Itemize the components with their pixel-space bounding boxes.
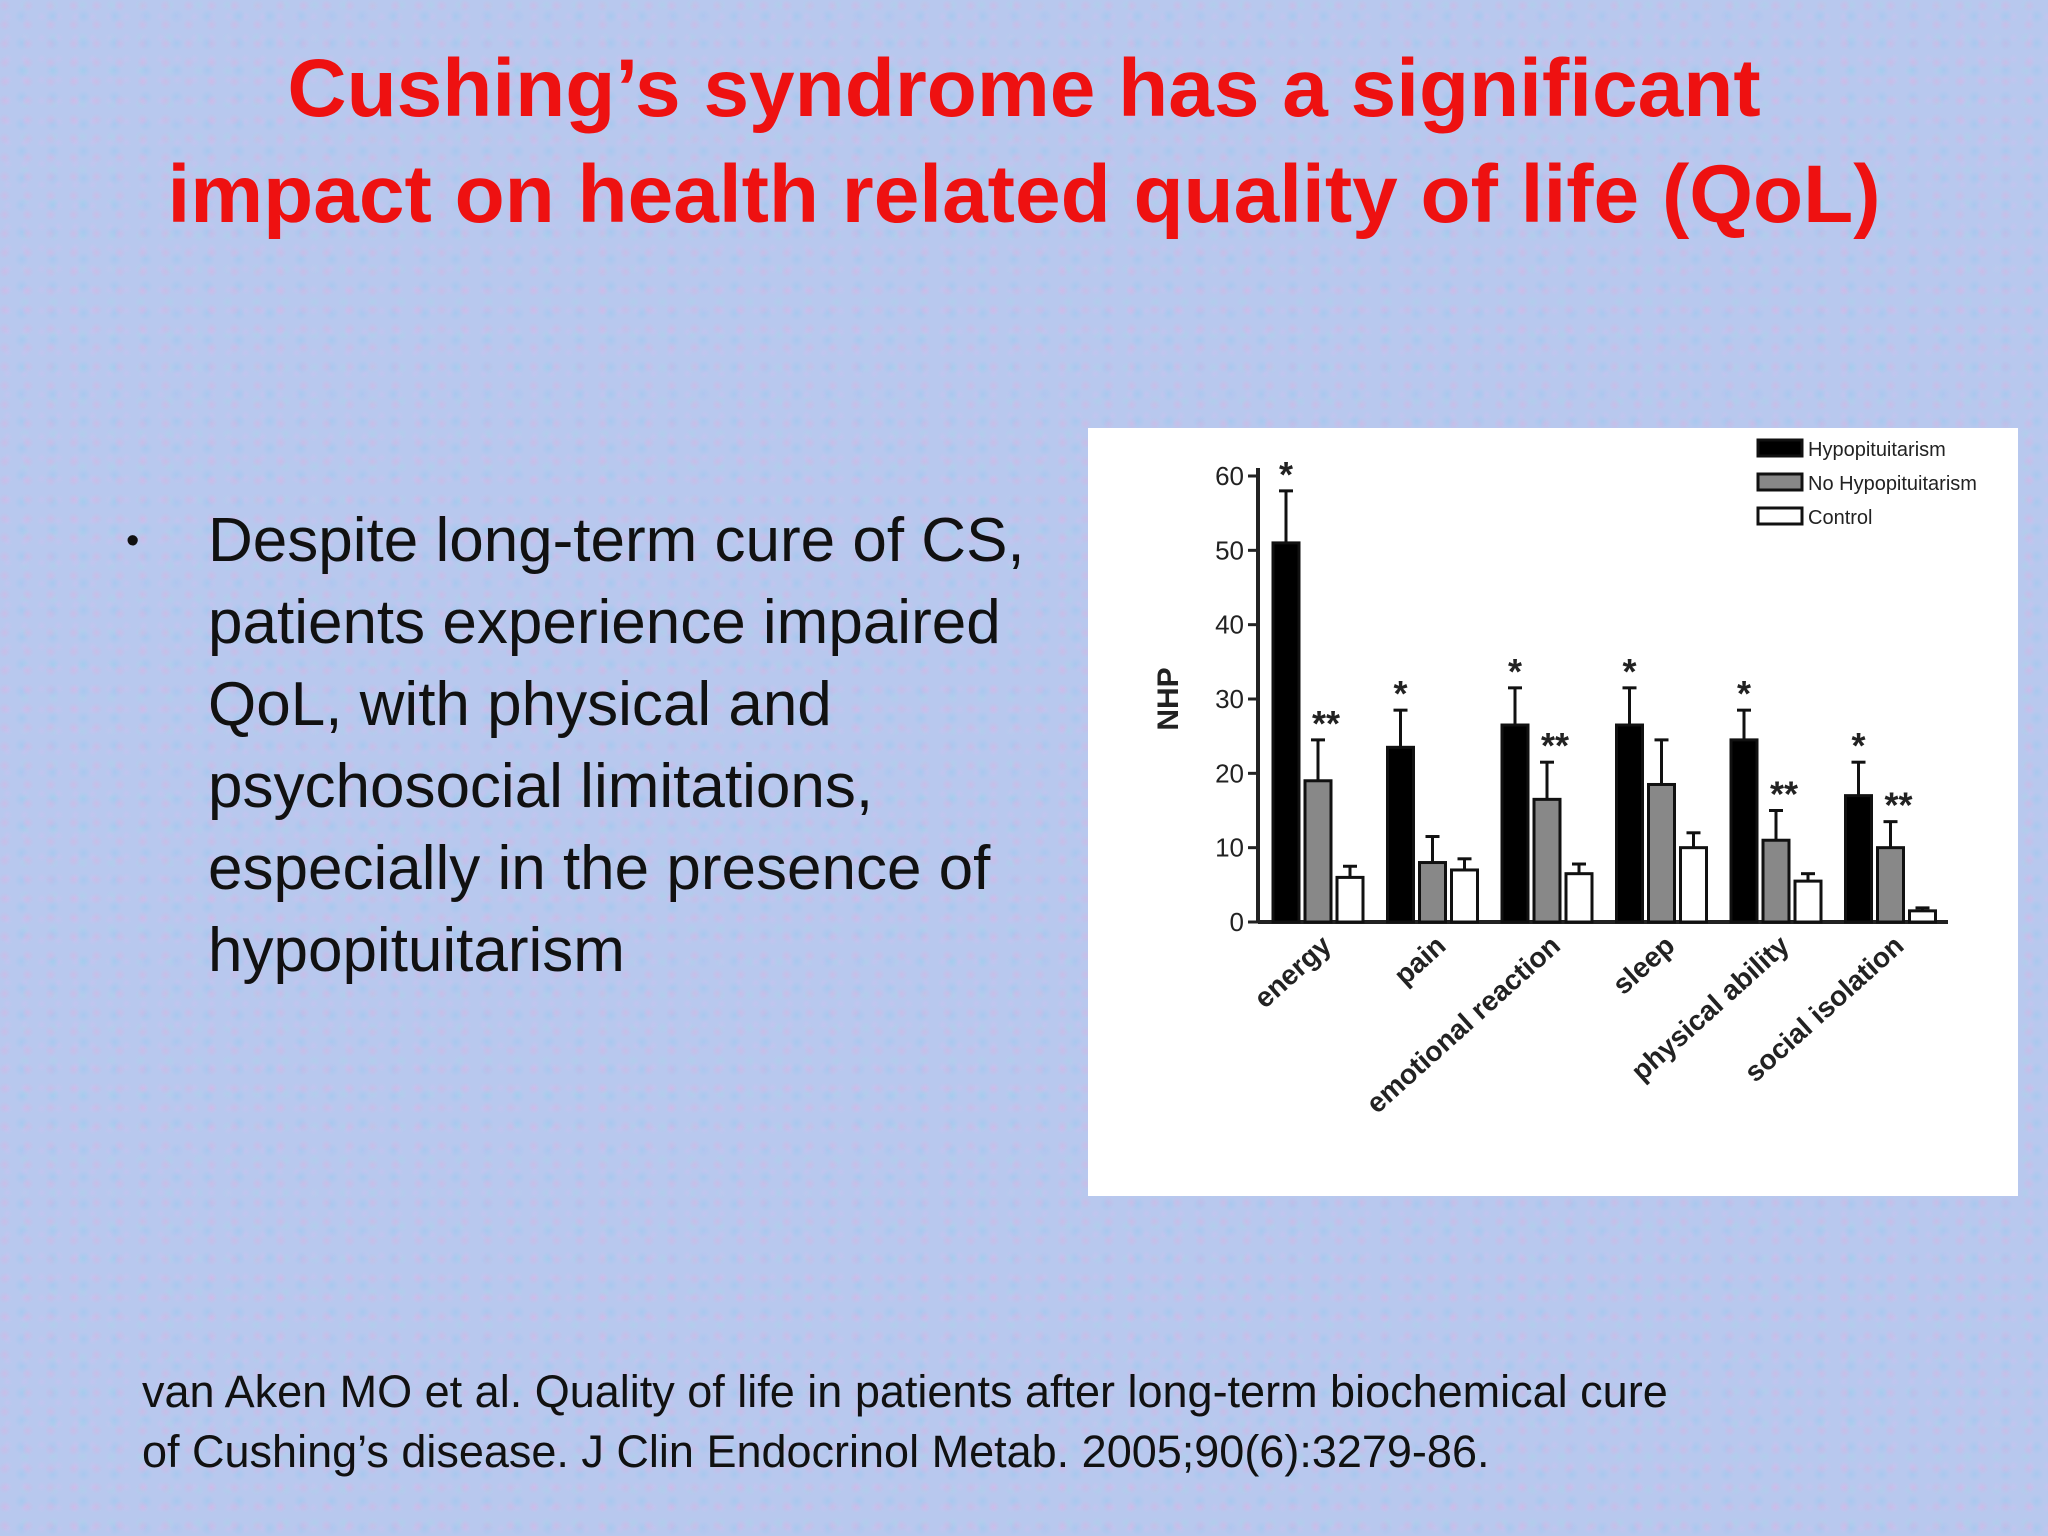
bullet-item: • Despite long-term cure of CS, patients… — [118, 500, 1038, 992]
y-tick-label: 60 — [1215, 461, 1244, 491]
significance-label: * — [1622, 651, 1636, 692]
category-label: emotional reaction — [1360, 929, 1566, 1119]
category-label: energy — [1248, 929, 1337, 1014]
bullet-text: Despite long-term cure of CS, patients e… — [208, 506, 1025, 985]
bar-2 — [1564, 872, 1594, 924]
bar-2 — [1793, 879, 1823, 924]
significance-label: ** — [1770, 774, 1798, 815]
significance-label: ** — [1312, 703, 1340, 744]
significance-label: * — [1279, 454, 1293, 495]
y-tick-label: 30 — [1215, 684, 1244, 714]
bar-chart: 0102030405060NHP***energy*pain***emotion… — [1152, 438, 1977, 1119]
bar-2 — [1908, 909, 1937, 924]
legend-label: Control — [1808, 507, 1872, 529]
bar-2 — [1335, 875, 1365, 924]
bar-1 — [1532, 797, 1562, 924]
y-tick-label: 20 — [1215, 758, 1244, 788]
legend-label: Hypopituitarism — [1808, 439, 1946, 461]
chart-panel: 0 10 20 30 40 50 60 NHP * ** energy * pain * ** emotion… — [1088, 428, 2018, 1196]
title-line: Cushing’s syndrome has a significant — [287, 43, 1761, 134]
bar-0 — [1615, 723, 1644, 924]
category-label: sleep — [1607, 929, 1681, 1000]
citation: van Aken MO et al. Quality of life in pa… — [142, 1362, 1942, 1482]
significance-label: * — [1737, 673, 1751, 714]
bar-0 — [1729, 738, 1759, 924]
y-tick-label: 0 — [1230, 907, 1244, 937]
title-line: impact on health related quality of life… — [167, 149, 1881, 240]
citation-line: van Aken MO et al. Quality of life in pa… — [142, 1366, 1668, 1417]
bar-0 — [1271, 541, 1301, 924]
bar-1 — [1647, 782, 1676, 924]
bar-0 — [1386, 745, 1415, 924]
slide-title: Cushing’s syndrome has a significant imp… — [0, 36, 2048, 248]
bullet-list: • Despite long-term cure of CS, patients… — [118, 500, 1038, 992]
citation-line: of Cushing’s disease. J Clin Endocrinol … — [142, 1426, 1490, 1477]
bar-2 — [1450, 868, 1479, 924]
significance-label: * — [1508, 651, 1522, 692]
y-tick-label: 10 — [1215, 833, 1244, 863]
bar-2 — [1679, 846, 1708, 924]
bar-1 — [1418, 861, 1447, 924]
y-tick-label: 50 — [1215, 535, 1244, 565]
legend-label: No Hypopituitarism — [1808, 473, 1977, 495]
legend-swatch — [1756, 506, 1804, 526]
bar-1 — [1303, 779, 1333, 924]
bullet-icon: • — [126, 520, 140, 562]
bar-1 — [1876, 846, 1905, 924]
significance-label: * — [1851, 725, 1865, 766]
category-label: pain — [1388, 929, 1452, 991]
bar-0 — [1500, 723, 1530, 924]
significance-label: ** — [1884, 785, 1912, 826]
bar-1 — [1761, 838, 1791, 924]
significance-label: * — [1393, 673, 1407, 714]
legend-swatch — [1756, 438, 1804, 458]
bar-0 — [1844, 794, 1873, 924]
significance-label: ** — [1541, 725, 1569, 766]
y-axis-label: NHP — [1152, 667, 1185, 730]
legend-swatch — [1756, 472, 1804, 492]
y-tick-label: 40 — [1215, 610, 1244, 640]
